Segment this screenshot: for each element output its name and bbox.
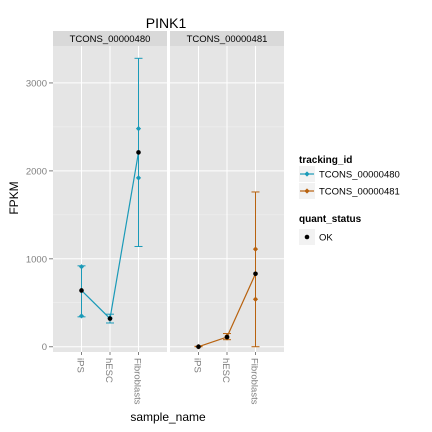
mean-point — [136, 150, 141, 155]
x-tick-label: iPS — [192, 358, 203, 373]
y-tick-label: 3000 — [26, 78, 47, 89]
replicate-point — [78, 264, 85, 270]
mean-point — [79, 288, 84, 293]
legend-title: quant_status — [299, 214, 362, 225]
legend-entry-label: OK — [319, 233, 333, 244]
mean-point — [107, 316, 113, 321]
x-tick-label: Fibroblasts — [132, 358, 143, 405]
chart-title: PINK1 — [146, 15, 187, 31]
facet-strip — [170, 31, 284, 46]
mean-point — [224, 334, 230, 340]
y-tick-label: 1000 — [26, 254, 47, 265]
replicate-point — [78, 313, 85, 319]
y-tick-label: 2000 — [26, 166, 47, 177]
legend-entry-label: TCONS_00000481 — [319, 187, 400, 198]
replicate-point — [252, 246, 259, 252]
facet-panel-2: TCONS_00000481 iPS hESC Fibroblasts — [170, 31, 284, 405]
facet-strip-label: TCONS_00000480 — [70, 34, 151, 45]
legend-key-marker — [304, 171, 310, 177]
legend-key-marker — [304, 234, 310, 240]
legend-entry-label: TCONS_00000480 — [319, 170, 400, 181]
legend-title: tracking_id — [299, 155, 352, 166]
y-axis-title: FPKM — [7, 181, 21, 214]
facet-strip-label: TCONS_00000481 — [187, 34, 268, 45]
facet-panel-1: TCONS_00000480 iPS hESC Fibroblasts — [53, 31, 167, 405]
y-axis: 0 1000 2000 3000 — [26, 78, 53, 353]
legend: tracking_id TCONS_00000480 TCONS_00000481q… — [299, 155, 400, 245]
mean-point — [196, 344, 201, 350]
x-tick-label: iPS — [75, 358, 86, 373]
replicate-point — [135, 126, 142, 132]
x-axis-title: sample_name — [130, 410, 206, 424]
y-tick-label: 0 — [42, 342, 47, 353]
replicate-point — [252, 296, 259, 302]
replicate-point — [135, 175, 142, 181]
legend-key-marker — [304, 188, 310, 194]
x-tick-label: Fibroblasts — [249, 358, 260, 405]
x-tick-label: hESC — [220, 358, 231, 383]
x-tick-label: hESC — [103, 358, 114, 383]
facet-strip — [53, 31, 167, 46]
mean-point — [253, 271, 258, 277]
